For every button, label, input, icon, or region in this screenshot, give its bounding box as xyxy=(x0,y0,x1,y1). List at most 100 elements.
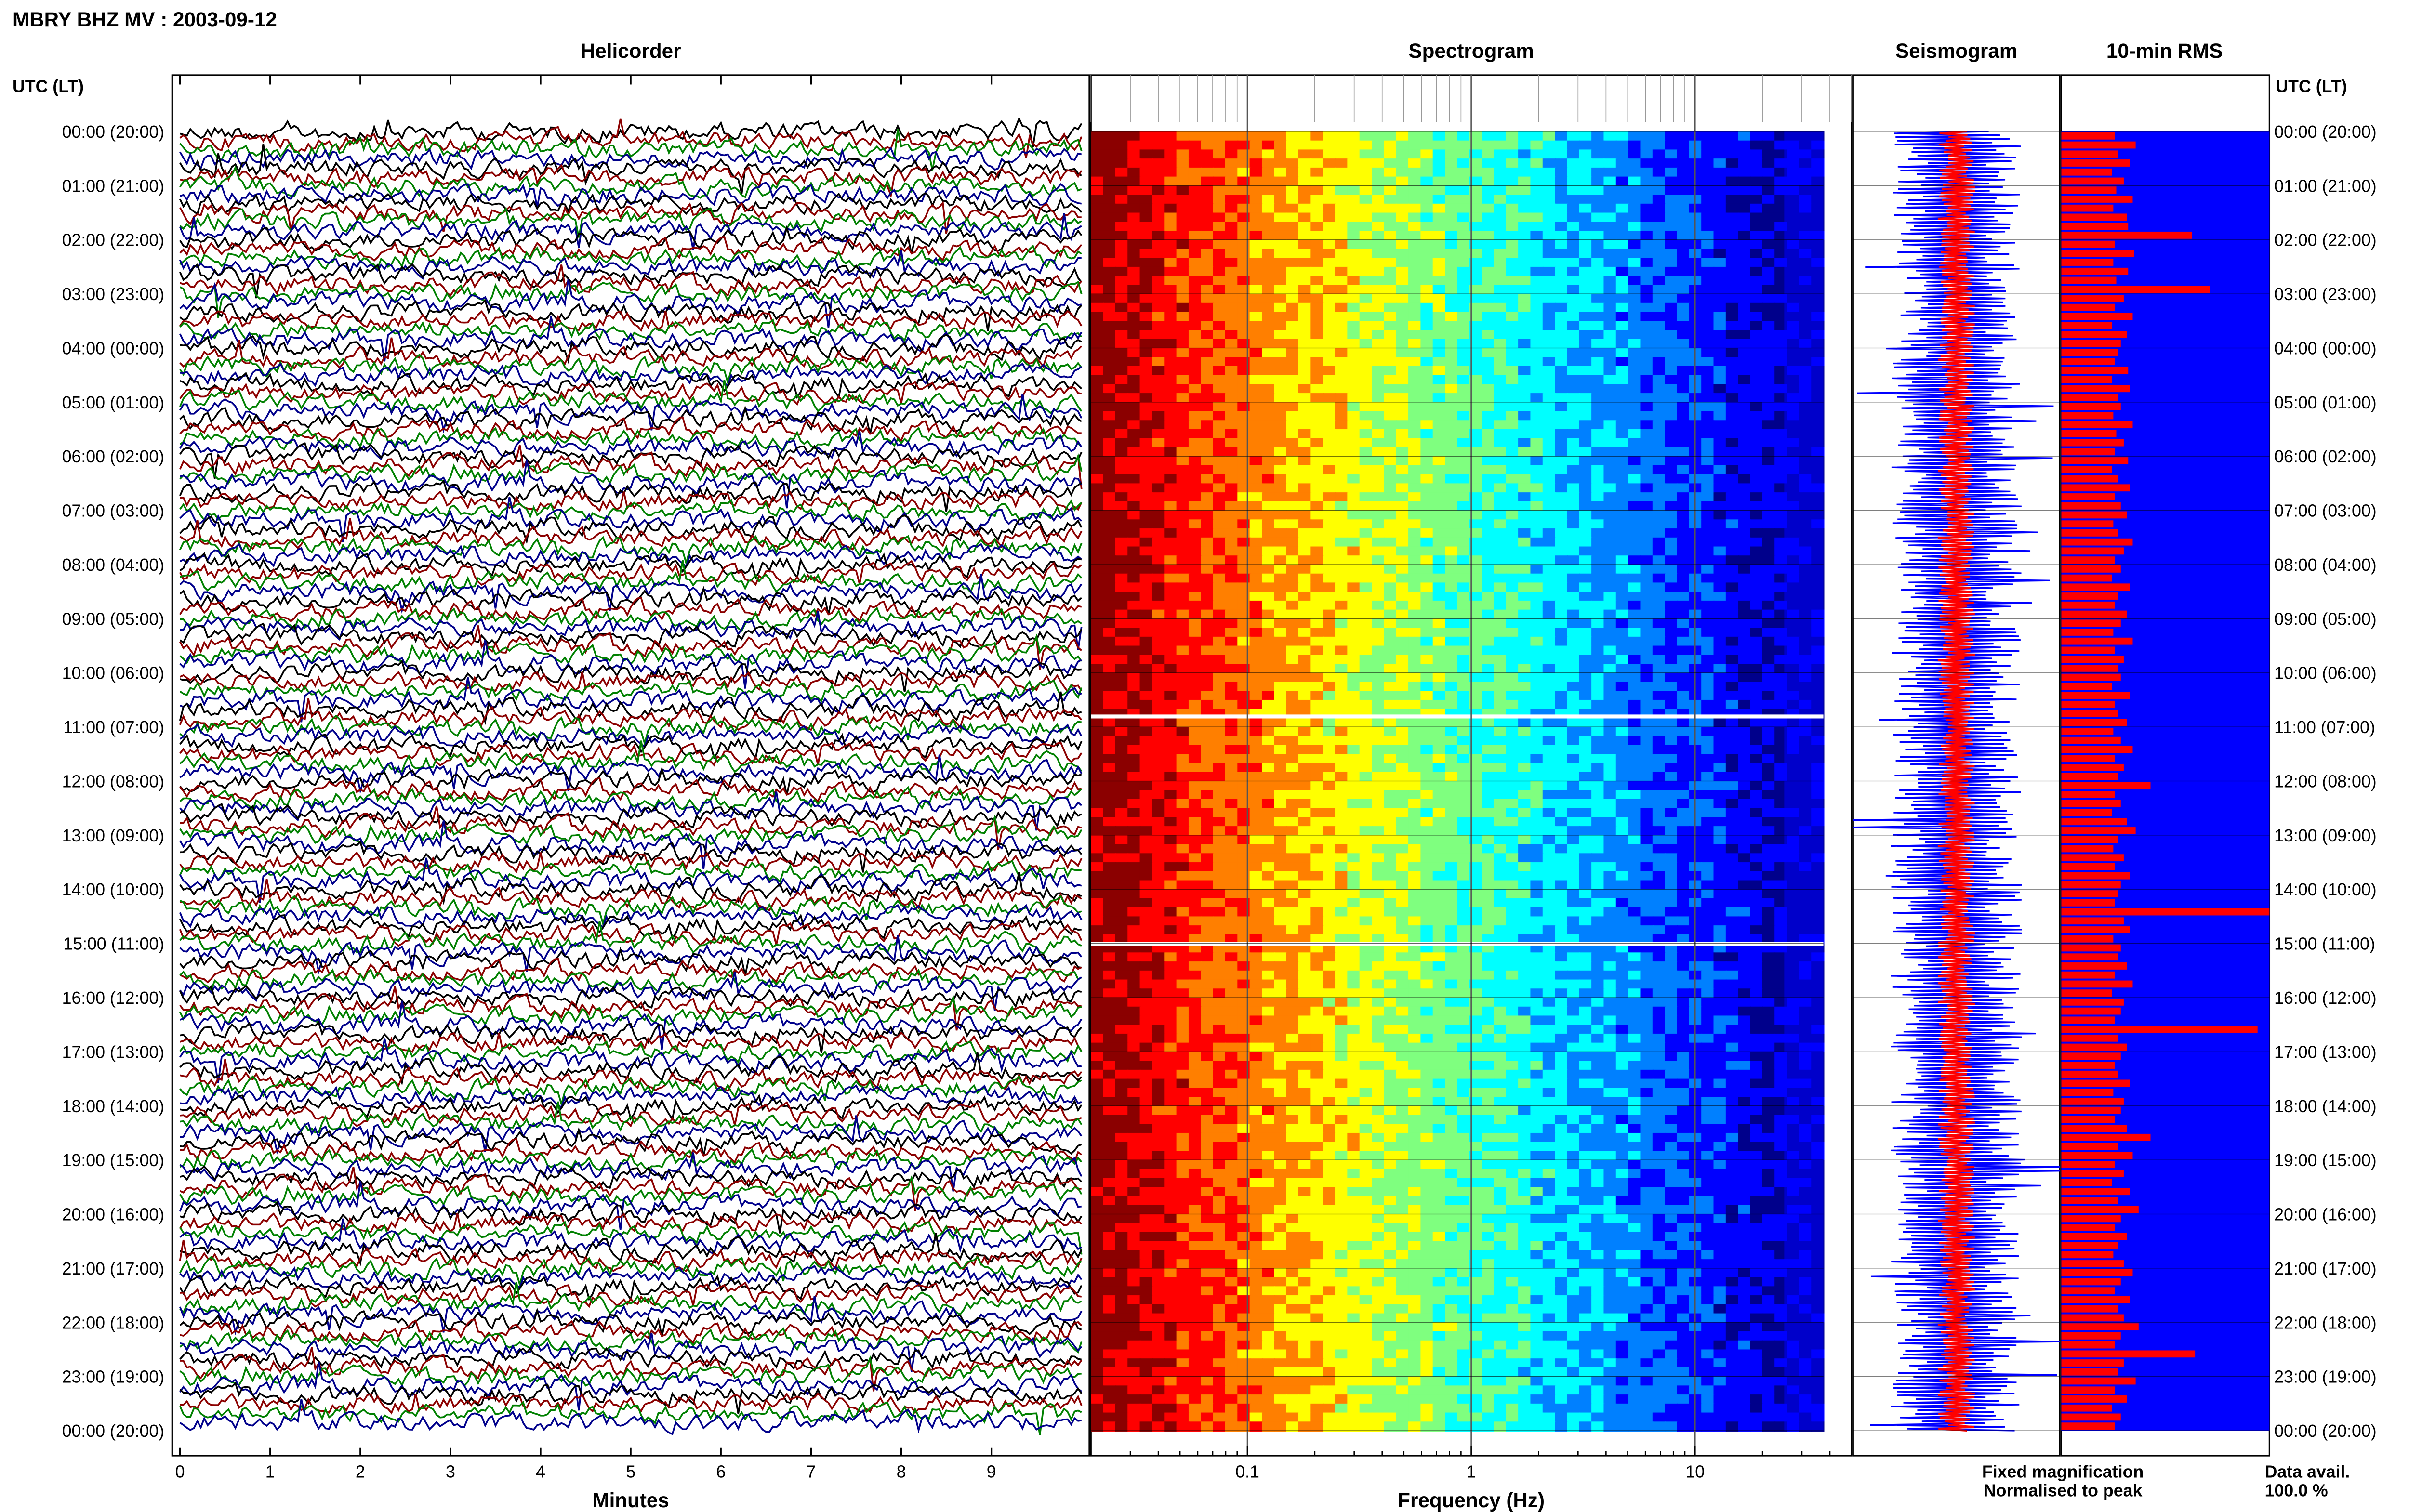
spectrogram-title: Spectrogram xyxy=(1408,39,1534,62)
spectrogram-cell xyxy=(1164,772,1178,782)
spectrogram-cell xyxy=(1738,465,1751,475)
spectrogram-cell xyxy=(1677,348,1690,358)
spectrogram-cell xyxy=(1445,592,1458,602)
spectrogram-cell xyxy=(1335,691,1349,701)
spectrogram-cell xyxy=(1701,195,1715,205)
spectrogram-cell xyxy=(1152,772,1165,782)
spectrogram-cell xyxy=(1482,357,1495,367)
spectrogram-cell xyxy=(1469,384,1483,394)
spectrogram-cell xyxy=(1420,402,1434,412)
spectrogram-cell xyxy=(1665,790,1678,800)
spectrogram-cell xyxy=(1347,375,1361,385)
spectrogram-cell xyxy=(1530,573,1544,584)
spectrogram-cell xyxy=(1298,655,1312,665)
spectrogram-cell xyxy=(1738,176,1751,187)
spectrogram-cell xyxy=(1445,357,1458,367)
spectrogram-cell xyxy=(1359,302,1373,313)
spectrogram-cell xyxy=(1115,212,1129,223)
spectrogram-cell xyxy=(1323,266,1336,277)
spectrogram-cell xyxy=(1335,699,1349,710)
spectrogram-cell xyxy=(1603,239,1617,250)
spectrogram-cell xyxy=(1579,555,1593,565)
helicorder-trace xyxy=(179,1264,1083,1290)
spectrogram-cell xyxy=(1420,158,1434,169)
spectrogram-cell xyxy=(1347,781,1361,791)
spectrogram-cell xyxy=(1555,330,1568,340)
spectrogram-cell xyxy=(1713,546,1727,557)
spectrogram-cell xyxy=(1420,772,1434,782)
spectrogram-cell xyxy=(1420,664,1434,674)
spectrogram-cell xyxy=(1139,564,1153,575)
spectrogram-cell xyxy=(1164,266,1178,277)
spectrogram-cell xyxy=(1750,131,1763,142)
spectrogram-cell xyxy=(1176,772,1190,782)
spectrogram-cell xyxy=(1127,465,1141,475)
spectrogram-cell xyxy=(1518,294,1532,304)
spectrogram-cell xyxy=(1372,429,1385,439)
spectrogram-cell xyxy=(1372,664,1385,674)
spectrogram-cell xyxy=(1176,727,1190,737)
spectrogram-cell xyxy=(1298,564,1312,575)
spectrogram-cell xyxy=(1115,149,1129,160)
spectrogram-cell xyxy=(1542,645,1556,656)
spectrogram-cell xyxy=(1738,212,1751,223)
spectrogram-cell xyxy=(1482,528,1495,539)
spectrogram-cell xyxy=(1555,158,1568,169)
spectrogram-cell xyxy=(1188,348,1202,358)
spectrogram-cell xyxy=(1396,483,1409,494)
spectrogram-cell xyxy=(1127,736,1141,746)
spectrogram-cell xyxy=(1420,384,1434,394)
spectrogram-cell xyxy=(1249,573,1263,584)
spectrogram-cell xyxy=(1176,754,1190,764)
spectrogram-cell xyxy=(1420,167,1434,178)
spectrogram-cell xyxy=(1298,456,1312,466)
spectrogram-cell xyxy=(1139,844,1153,855)
spectrogram-cell xyxy=(1762,826,1776,836)
spectrogram-cell xyxy=(1713,230,1727,241)
spectrogram-cell xyxy=(1482,636,1495,647)
spectrogram-cell xyxy=(1408,447,1422,458)
spectrogram-cell xyxy=(1152,176,1165,187)
spectrogram-cell xyxy=(1469,176,1483,187)
spectrogram-cell xyxy=(1603,330,1617,340)
spectrogram-cell xyxy=(1457,447,1470,458)
spectrogram-cell xyxy=(1372,375,1385,385)
spectrogram-cell xyxy=(1482,375,1495,385)
spectrogram-cell xyxy=(1591,682,1605,692)
spectrogram-cell xyxy=(1335,826,1349,836)
spectrogram-cell xyxy=(1384,528,1397,539)
spectrogram-cell xyxy=(1420,528,1434,539)
spectrogram-cell xyxy=(1176,555,1190,565)
spectrogram-cell xyxy=(1628,230,1641,241)
spectrogram-cell xyxy=(1249,258,1263,268)
spectrogram-cell xyxy=(1286,519,1299,530)
spectrogram-cell xyxy=(1555,519,1568,530)
spectrogram-cell xyxy=(1445,682,1458,692)
spectrogram-cell xyxy=(1274,230,1287,241)
spectrogram-cell xyxy=(1323,203,1336,214)
spectrogram-cell xyxy=(1445,555,1458,565)
spectrogram-cell xyxy=(1408,826,1422,836)
spectrogram-cell xyxy=(1164,402,1178,412)
spectrogram-cell xyxy=(1323,826,1336,836)
spectrogram-cell xyxy=(1615,438,1629,448)
spectrogram-cell xyxy=(1579,429,1593,439)
spectrogram-cell xyxy=(1432,826,1446,836)
spectrogram-cell xyxy=(1091,384,1104,394)
spectrogram-cell xyxy=(1677,555,1690,565)
spectrogram-cell xyxy=(1249,682,1263,692)
spectrogram-cell xyxy=(1396,131,1409,142)
spectrogram-cell xyxy=(1372,763,1385,773)
spectrogram-cell xyxy=(1152,285,1165,295)
spectrogram-cell xyxy=(1359,176,1373,187)
spectrogram-cell xyxy=(1347,321,1361,331)
time-tick-label: 01:00 (21:00) xyxy=(2274,176,2376,196)
spectrogram-cell xyxy=(1665,699,1678,710)
spectrogram-cell xyxy=(1115,402,1129,412)
spectrogram-cell xyxy=(1323,294,1336,304)
spectrogram-cell xyxy=(1298,384,1312,394)
spectrogram-cell xyxy=(1188,655,1202,665)
spectrogram-cell xyxy=(1591,230,1605,241)
spectrogram-cell xyxy=(1677,537,1690,548)
spectrogram-cell xyxy=(1579,465,1593,475)
